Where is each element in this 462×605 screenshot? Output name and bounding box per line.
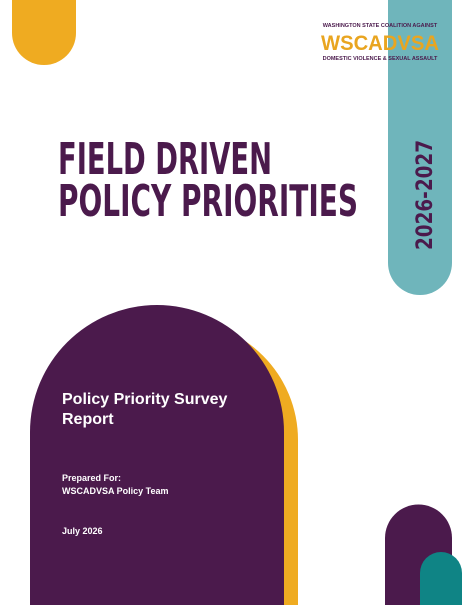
prepared-recipient: WSCADVSA Policy Team <box>62 486 169 496</box>
logo-bottom-line: DOMESTIC VIOLENCE & SEXUAL ASSAULT <box>323 56 438 62</box>
title-line: POLICY PRIORITIES <box>58 176 358 227</box>
purple-arch <box>30 305 284 605</box>
teal-small-pill <box>420 552 462 605</box>
subtitle: Report <box>62 411 114 428</box>
yellow-pill <box>12 0 76 65</box>
date: July 2026 <box>62 526 103 536</box>
logo-name: WSCADVSA <box>321 32 439 55</box>
teal-pill <box>388 0 452 295</box>
subtitle: Policy Priority Survey <box>62 391 228 408</box>
prepared-label: Prepared For: <box>62 473 121 483</box>
title-line: FIELD DRIVEN <box>58 134 272 185</box>
logo-top-line: WASHINGTON STATE COALITION AGAINST <box>323 23 438 29</box>
years: 2026-2027 <box>413 140 438 250</box>
